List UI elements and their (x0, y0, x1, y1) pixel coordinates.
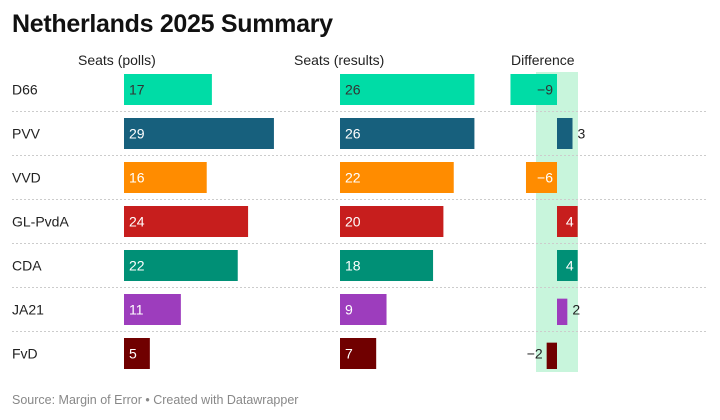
difference-value-label: 2 (572, 302, 580, 318)
column-header-polls: Seats (polls) (78, 52, 156, 68)
results-value-label: 26 (345, 126, 361, 142)
difference-bar (546, 342, 557, 369)
category-label: JA21 (12, 302, 44, 318)
results-value-label: 7 (345, 346, 353, 362)
category-label: CDA (12, 258, 42, 274)
polls-bar (124, 250, 238, 281)
results-bar (340, 294, 387, 325)
category-label: PVV (12, 126, 41, 142)
polls-bar (124, 74, 212, 105)
difference-bar (525, 162, 557, 193)
results-value-label: 22 (345, 170, 361, 186)
results-bar (340, 74, 475, 105)
results-value-label: 9 (345, 302, 353, 318)
polls-bar (124, 118, 274, 149)
polls-value-label: 22 (129, 258, 145, 274)
polls-bar (124, 294, 181, 325)
difference-value-label: 4 (566, 214, 574, 230)
polls-value-label: 11 (129, 302, 144, 318)
chart-title: Netherlands 2025 Summary (12, 10, 333, 38)
polls-bar (124, 162, 207, 193)
polls-bar (124, 338, 150, 369)
difference-bar (557, 250, 578, 281)
category-label: FvD (12, 346, 38, 362)
difference-bar (557, 118, 573, 149)
results-bar (340, 338, 377, 369)
category-label: D66 (12, 82, 38, 98)
difference-value-label: 3 (578, 126, 586, 142)
category-label: VVD (12, 170, 41, 186)
difference-value-label: −9 (537, 82, 553, 98)
category-label: GL-PvdA (12, 214, 69, 230)
column-header-results: Seats (results) (294, 52, 385, 68)
polls-bar (124, 206, 249, 237)
results-bar (340, 250, 434, 281)
difference-bar (557, 206, 578, 237)
polls-value-label: 24 (129, 214, 145, 230)
difference-value-label: −2 (527, 346, 543, 362)
polls-value-label: 17 (129, 82, 145, 98)
polls-value-label: 16 (129, 170, 145, 186)
results-value-label: 18 (345, 258, 361, 274)
difference-bar (557, 298, 568, 325)
difference-value-label: 4 (566, 258, 574, 274)
polls-value-label: 29 (129, 126, 145, 142)
source-note: Source: Margin of Error • Created with D… (12, 393, 299, 407)
results-bar (340, 206, 444, 237)
difference-bar (510, 74, 557, 105)
column-header-difference: Difference (511, 52, 575, 68)
results-bar (340, 162, 454, 193)
results-value-label: 20 (345, 214, 361, 230)
polls-value-label: 5 (129, 346, 137, 362)
difference-value-label: −6 (537, 170, 553, 186)
results-value-label: 26 (345, 82, 361, 98)
results-bar (340, 118, 475, 149)
